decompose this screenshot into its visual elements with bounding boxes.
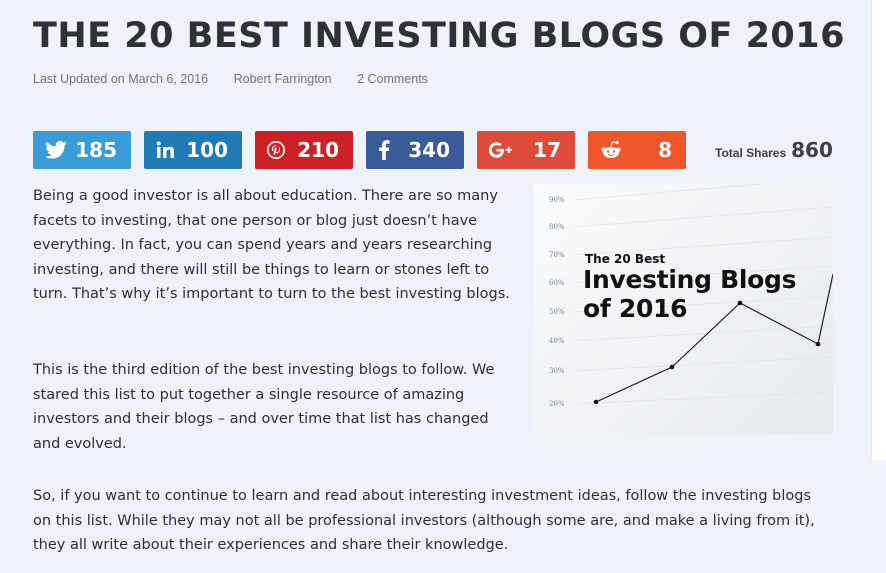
- google-plus-icon: [489, 142, 513, 158]
- hero-y-tick-label: 40%: [549, 337, 565, 345]
- pinterest-share-button[interactable]: 210: [255, 131, 353, 169]
- hero-y-tick-label: 60%: [549, 279, 565, 287]
- facebook-icon: [378, 140, 390, 160]
- author-link[interactable]: Robert Farrington: [233, 72, 332, 86]
- hero-image: 90% 80% 70% 60% 50% 40% 30% 20% The 20 Best Inv…: [533, 184, 833, 435]
- twitter-share-button[interactable]: 185: [33, 131, 131, 169]
- hero-y-tick-label: 70%: [549, 251, 565, 259]
- facebook-share-button[interactable]: 340: [366, 131, 464, 169]
- total-shares-label: Total Shares: [715, 146, 787, 160]
- hero-y-tick-label: 50%: [549, 308, 565, 316]
- linkedin-icon: [156, 141, 176, 159]
- hero-y-tick-label: 20%: [549, 400, 565, 408]
- pinterest-share-count: 210: [297, 138, 339, 162]
- pinterest-icon: [267, 141, 285, 159]
- hero-caption-line1: Investing Blogs: [583, 265, 797, 294]
- twitter-share-count: 185: [75, 138, 117, 162]
- hero-y-tick-label: 30%: [549, 367, 565, 375]
- twitter-bird-icon: [45, 141, 67, 159]
- reddit-alien-icon: [600, 140, 622, 160]
- linkedin-share-button[interactable]: 100: [144, 131, 242, 169]
- hero-y-tick-label: 80%: [549, 223, 565, 231]
- hero-caption-small: The 20 Best: [585, 252, 666, 266]
- right-rail: [871, 0, 886, 460]
- googleplus-share-count: 17: [533, 138, 561, 162]
- total-shares-count: 860: [791, 138, 833, 162]
- last-updated-date: Last Updated on March 6, 2016: [33, 72, 209, 86]
- googleplus-share-button[interactable]: 17: [477, 131, 575, 169]
- article-meta: Last Updated on March 6, 2016 Robert Far…: [33, 72, 450, 86]
- closing-paragraph: So, if you want to continue to learn and…: [33, 488, 815, 553]
- edition-paragraph: This is the third edition of the best in…: [33, 362, 495, 452]
- linkedin-share-count: 100: [186, 138, 228, 162]
- comments-link[interactable]: 2 Comments: [357, 72, 428, 86]
- hero-caption-line2: of 2016: [583, 294, 688, 323]
- intro-paragraph: Being a good investor is all about educa…: [33, 188, 510, 302]
- page-title: THE 20 BEST INVESTING BLOGS OF 2016: [33, 16, 845, 56]
- reddit-share-count: 8: [658, 138, 672, 162]
- total-shares: Total Shares 860: [715, 138, 833, 162]
- hero-chart-graphic: 90% 80% 70% 60% 50% 40% 30% 20%: [549, 184, 833, 408]
- reddit-share-button[interactable]: 8: [588, 131, 686, 169]
- share-bar: 185 100 210 340 17: [33, 131, 833, 169]
- facebook-share-count: 340: [408, 138, 450, 162]
- hero-y-tick-label: 90%: [549, 196, 565, 204]
